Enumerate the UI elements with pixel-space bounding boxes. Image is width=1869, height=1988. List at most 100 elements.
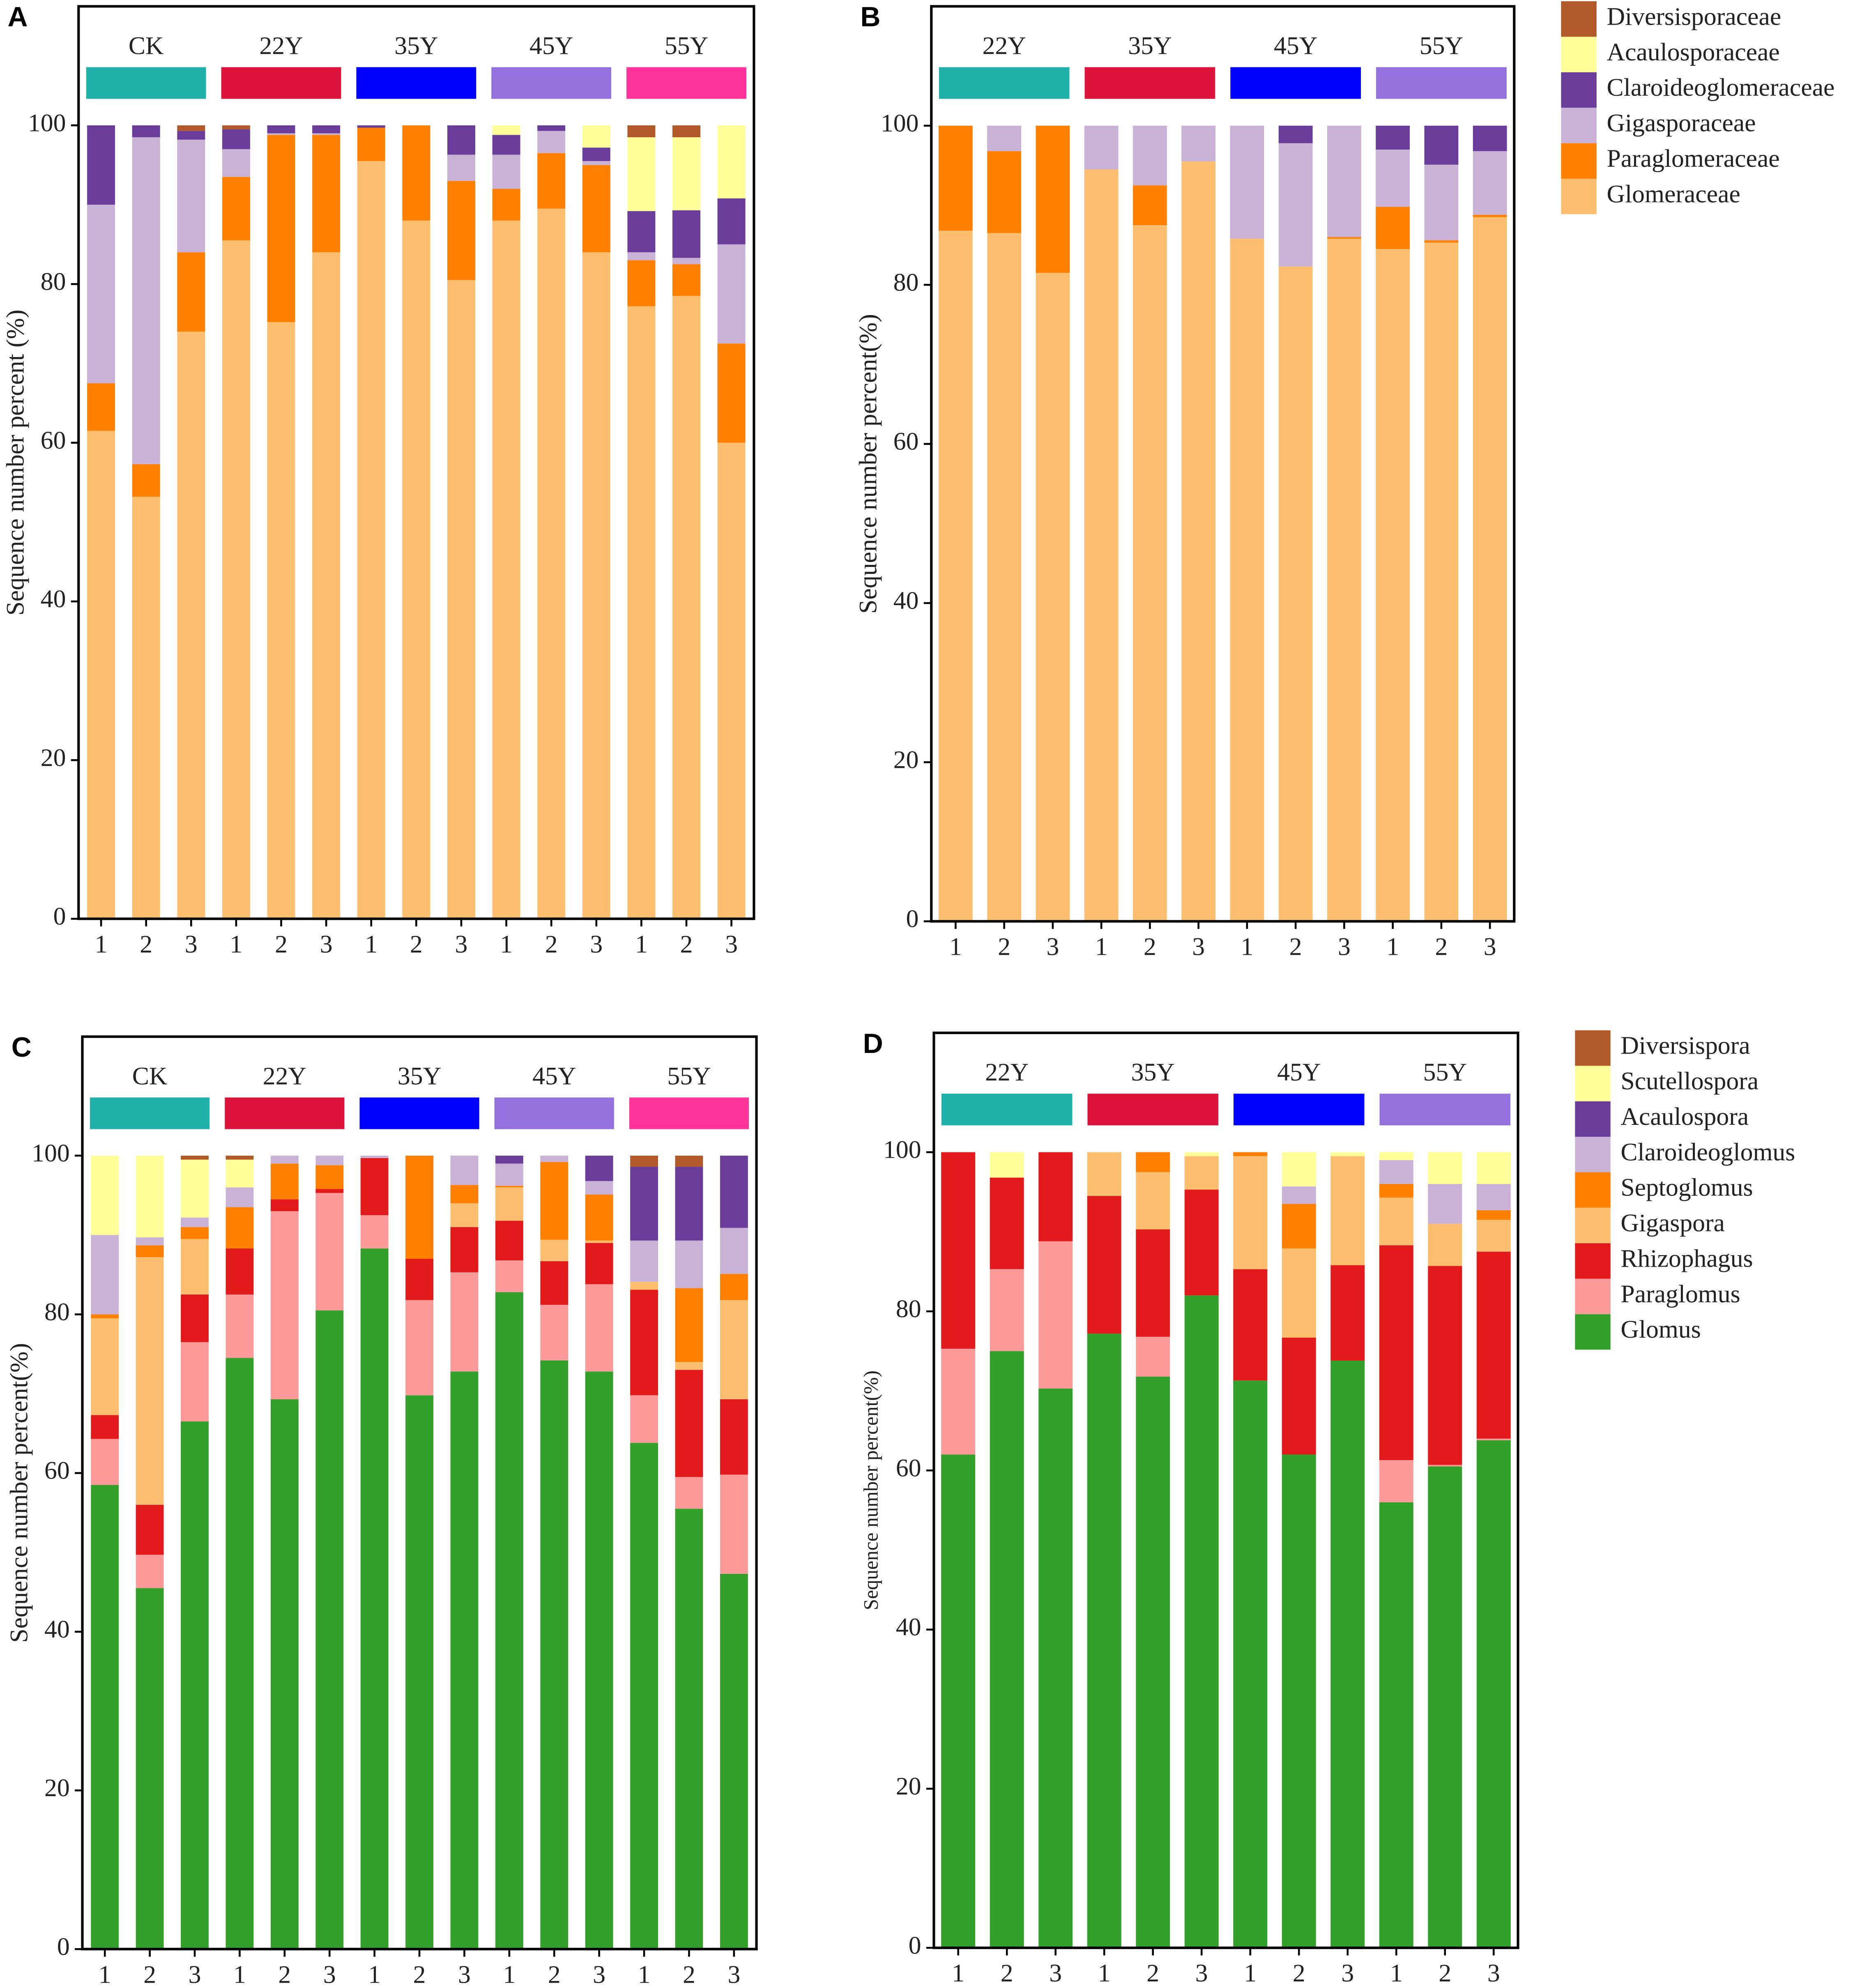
x-tick-label: 3 [725, 930, 738, 958]
bar-segment [627, 211, 656, 253]
bar-segment [405, 1300, 433, 1396]
bar-segment [492, 125, 520, 135]
bar-segment [1424, 240, 1459, 243]
y-tick-label: 20 [44, 1774, 70, 1802]
y-tick-label: 100 [28, 109, 66, 137]
legend-swatch [1561, 143, 1597, 179]
bar-segment [627, 252, 656, 260]
x-tick-label: 1 [500, 930, 513, 958]
bar-segment [132, 137, 160, 464]
plot-frame [932, 1031, 1519, 1949]
bar-segment [1476, 1210, 1511, 1220]
y-tick-label: 40 [44, 1615, 70, 1643]
legend-label: Claroideoglomeraceae [1607, 74, 1834, 101]
x-tick-label: 1 [1386, 933, 1399, 961]
bar-segment [1379, 1502, 1413, 1948]
bar-segment [402, 220, 430, 919]
bar-segment [91, 1415, 119, 1439]
bar-segment [990, 1177, 1024, 1269]
x-tick-label: 2 [1001, 1959, 1013, 1987]
bar-segment [1087, 1334, 1121, 1948]
bar-segment [226, 1159, 254, 1188]
bar-segment [450, 1272, 479, 1372]
y-tick-label: 0 [906, 905, 919, 933]
bar-segment [1038, 1152, 1073, 1242]
bar-segment [630, 1282, 658, 1290]
x-tick-label: 2 [278, 1960, 291, 1988]
group-label: 45Y [529, 32, 573, 60]
bar-segment [1184, 1152, 1219, 1156]
bar-segment [585, 1240, 613, 1243]
x-tick-label: 1 [233, 1960, 246, 1988]
bar-segment [136, 1155, 164, 1237]
bar-segment [132, 125, 160, 138]
bar-segment [717, 244, 746, 344]
bar-segment [315, 1193, 344, 1311]
group-label: CK [132, 1062, 168, 1090]
bar-segment [717, 198, 746, 244]
bar-segment [720, 1474, 748, 1574]
bar-segment [267, 125, 295, 134]
legend-label: Scutellospora [1620, 1067, 1759, 1095]
bar-segment [675, 1288, 703, 1362]
x-tick-label: 3 [1484, 933, 1496, 961]
bar-segment [717, 442, 746, 919]
bar-segment [540, 1261, 569, 1305]
y-tick-label: 60 [44, 1457, 70, 1485]
bar-segment [1473, 217, 1507, 921]
bar-segment [987, 233, 1022, 921]
group-label: 35Y [1131, 1058, 1175, 1086]
bar-segment [270, 1399, 299, 1949]
bar-segment [582, 125, 610, 148]
bar-segment [1136, 1172, 1170, 1230]
legend-label: Gigasporaceae [1607, 109, 1756, 137]
x-tick-label: 2 [1289, 933, 1302, 961]
bar-segment [357, 125, 385, 128]
bar-segment [1424, 164, 1459, 240]
y-axis-label: Sequence number percent (%) [1, 309, 29, 615]
bar-segment [360, 1155, 389, 1158]
bar-segment [1036, 125, 1070, 273]
bar-segment [1327, 238, 1361, 921]
bar-segment [630, 1395, 658, 1443]
bar-segment [585, 1243, 613, 1284]
bar-segment [91, 1155, 119, 1235]
bar-segment [492, 189, 520, 221]
bar-segment [226, 1207, 254, 1249]
bar-segment [136, 1237, 164, 1246]
bar-segment [1181, 125, 1216, 162]
bar-segment [132, 496, 160, 919]
bar-segment [1428, 1223, 1462, 1266]
x-tick-label: 1 [503, 1960, 516, 1988]
bar-segment [1136, 1376, 1170, 1948]
bar-segment [226, 1248, 254, 1295]
group-bar [1379, 1094, 1511, 1126]
bar-segment [405, 1395, 433, 1949]
bar-segment [717, 343, 746, 443]
bar-segment [312, 135, 341, 253]
x-tick-label: 3 [1046, 933, 1059, 961]
bar-segment [267, 322, 295, 919]
bar-segment [177, 332, 205, 919]
bar-segment [627, 137, 656, 211]
legend-swatch [1561, 37, 1597, 72]
bar-segment [495, 1187, 523, 1221]
group-bar [359, 1097, 479, 1129]
bar-segment [585, 1284, 613, 1372]
bar-segment [675, 1240, 703, 1288]
bar-segment [1278, 266, 1313, 921]
bar-segment [939, 230, 973, 921]
bar-segment [630, 1443, 658, 1949]
x-tick-label: 2 [1146, 1959, 1159, 1987]
bar-segment [447, 280, 475, 919]
x-tick-label: 2 [410, 930, 423, 958]
bar-segment [450, 1185, 479, 1203]
bar-segment [222, 129, 250, 150]
bar-segment [1379, 1460, 1413, 1502]
group-label: 45Y [532, 1062, 576, 1090]
bar-segment [1230, 238, 1264, 921]
bar-segment [582, 147, 610, 161]
group-bar [939, 67, 1070, 99]
bar-segment [1476, 1220, 1511, 1252]
